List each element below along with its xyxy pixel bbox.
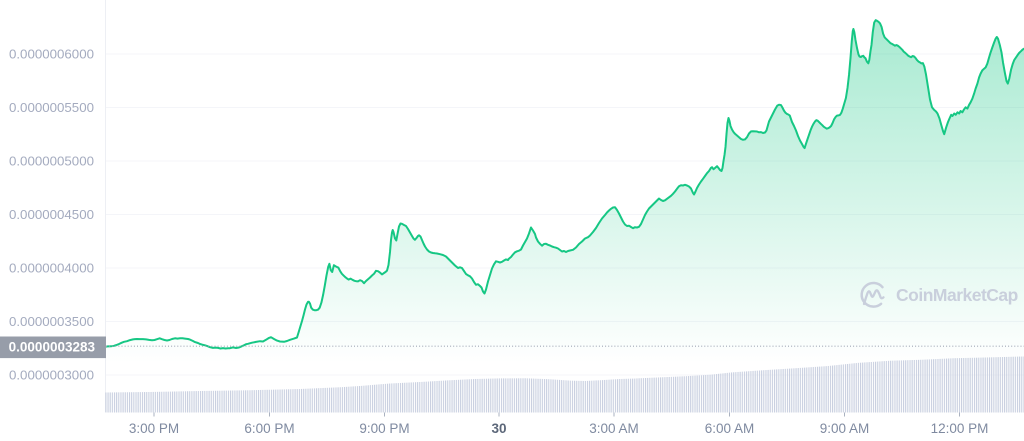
svg-text:6:00 AM: 6:00 AM [705, 421, 755, 436]
svg-text:0.0000004000: 0.0000004000 [9, 261, 94, 276]
svg-text:3:00 PM: 3:00 PM [129, 421, 179, 436]
svg-text:9:00 PM: 9:00 PM [359, 421, 409, 436]
svg-text:0.0000003283: 0.0000003283 [9, 339, 96, 354]
svg-text:3:00 AM: 3:00 AM [589, 421, 639, 436]
svg-text:0.0000004500: 0.0000004500 [9, 207, 94, 222]
svg-text:6:00 PM: 6:00 PM [244, 421, 294, 436]
svg-text:30: 30 [491, 421, 506, 436]
svg-text:0.0000005000: 0.0000005000 [9, 154, 94, 169]
svg-text:0.0000003500: 0.0000003500 [9, 314, 94, 329]
svg-text:12:00 PM: 12:00 PM [931, 421, 989, 436]
svg-text:9:00 AM: 9:00 AM [820, 421, 870, 436]
svg-text:0.0000003000: 0.0000003000 [9, 368, 94, 383]
svg-text:CoinMarketCap: CoinMarketCap [896, 285, 1018, 305]
svg-text:0.0000006000: 0.0000006000 [9, 47, 94, 62]
svg-text:0.0000005500: 0.0000005500 [9, 100, 94, 115]
